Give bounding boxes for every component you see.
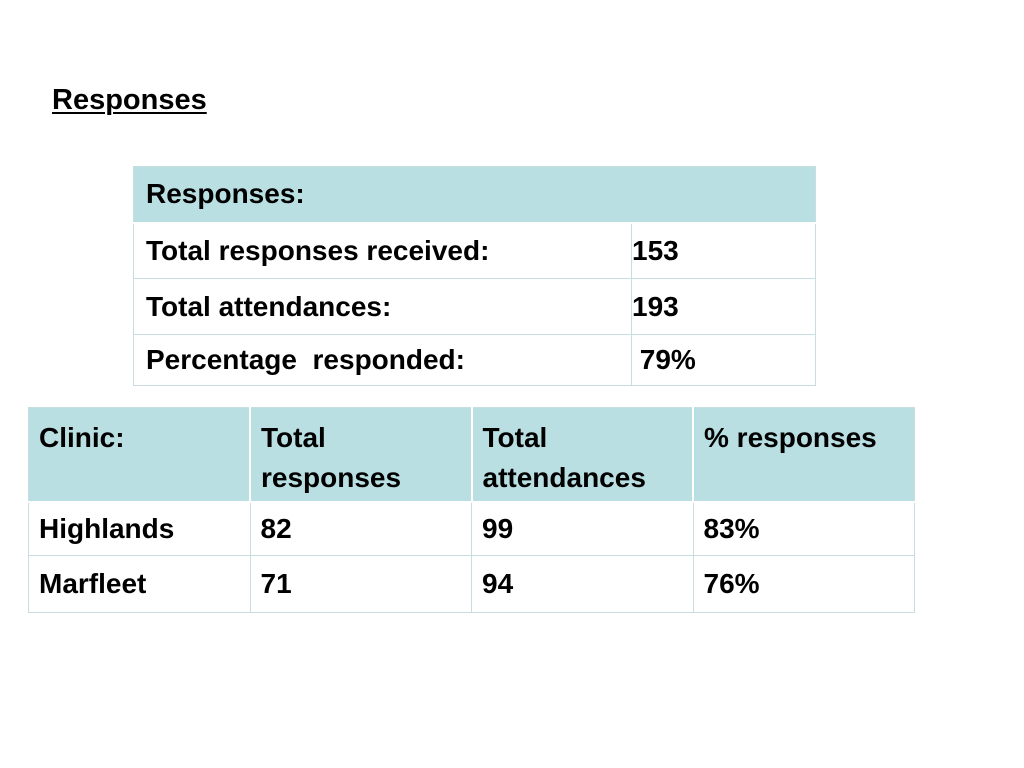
total-attendances-cell: 94 (471, 555, 694, 613)
summary-header-cell: Responses: (133, 166, 816, 224)
percent-responses-cell: 83% (692, 501, 915, 556)
summary-value: 79% (631, 334, 816, 386)
summary-row: Total responses received: 153 (133, 222, 816, 279)
clinic-name-cell: Marfleet (28, 555, 251, 613)
column-header-total-responses: Total responses (249, 407, 473, 503)
total-responses-cell: 71 (249, 555, 472, 613)
summary-label: Percentage responded: (133, 334, 632, 386)
summary-header-row: Responses: (133, 166, 816, 224)
table-row: Marfleet 71 94 76% (28, 555, 915, 613)
total-attendances-cell: 99 (471, 501, 694, 556)
column-header-clinic: Clinic: (28, 407, 251, 503)
summary-value: 193 (631, 278, 816, 335)
summary-label: Total responses received: (133, 222, 632, 279)
summary-row: Percentage responded: 79% (133, 334, 816, 386)
clinic-header-row: Clinic: Total responses Total attendance… (28, 407, 915, 503)
column-header-percent-responses: % responses (692, 407, 915, 503)
clinic-name-cell: Highlands (28, 501, 251, 556)
responses-summary-table: Responses: Total responses received: 153… (133, 166, 816, 386)
column-header-total-attendances: Total attendances (471, 407, 694, 503)
summary-label: Total attendances: (133, 278, 632, 335)
summary-row: Total attendances: 193 (133, 278, 816, 335)
total-responses-cell: 82 (249, 501, 472, 556)
summary-value: 153 (631, 222, 816, 279)
clinic-responses-table: Clinic: Total responses Total attendance… (28, 407, 915, 613)
table-row: Highlands 82 99 83% (28, 501, 915, 556)
page-title: Responses (52, 84, 207, 116)
percent-responses-cell: 76% (692, 555, 915, 613)
